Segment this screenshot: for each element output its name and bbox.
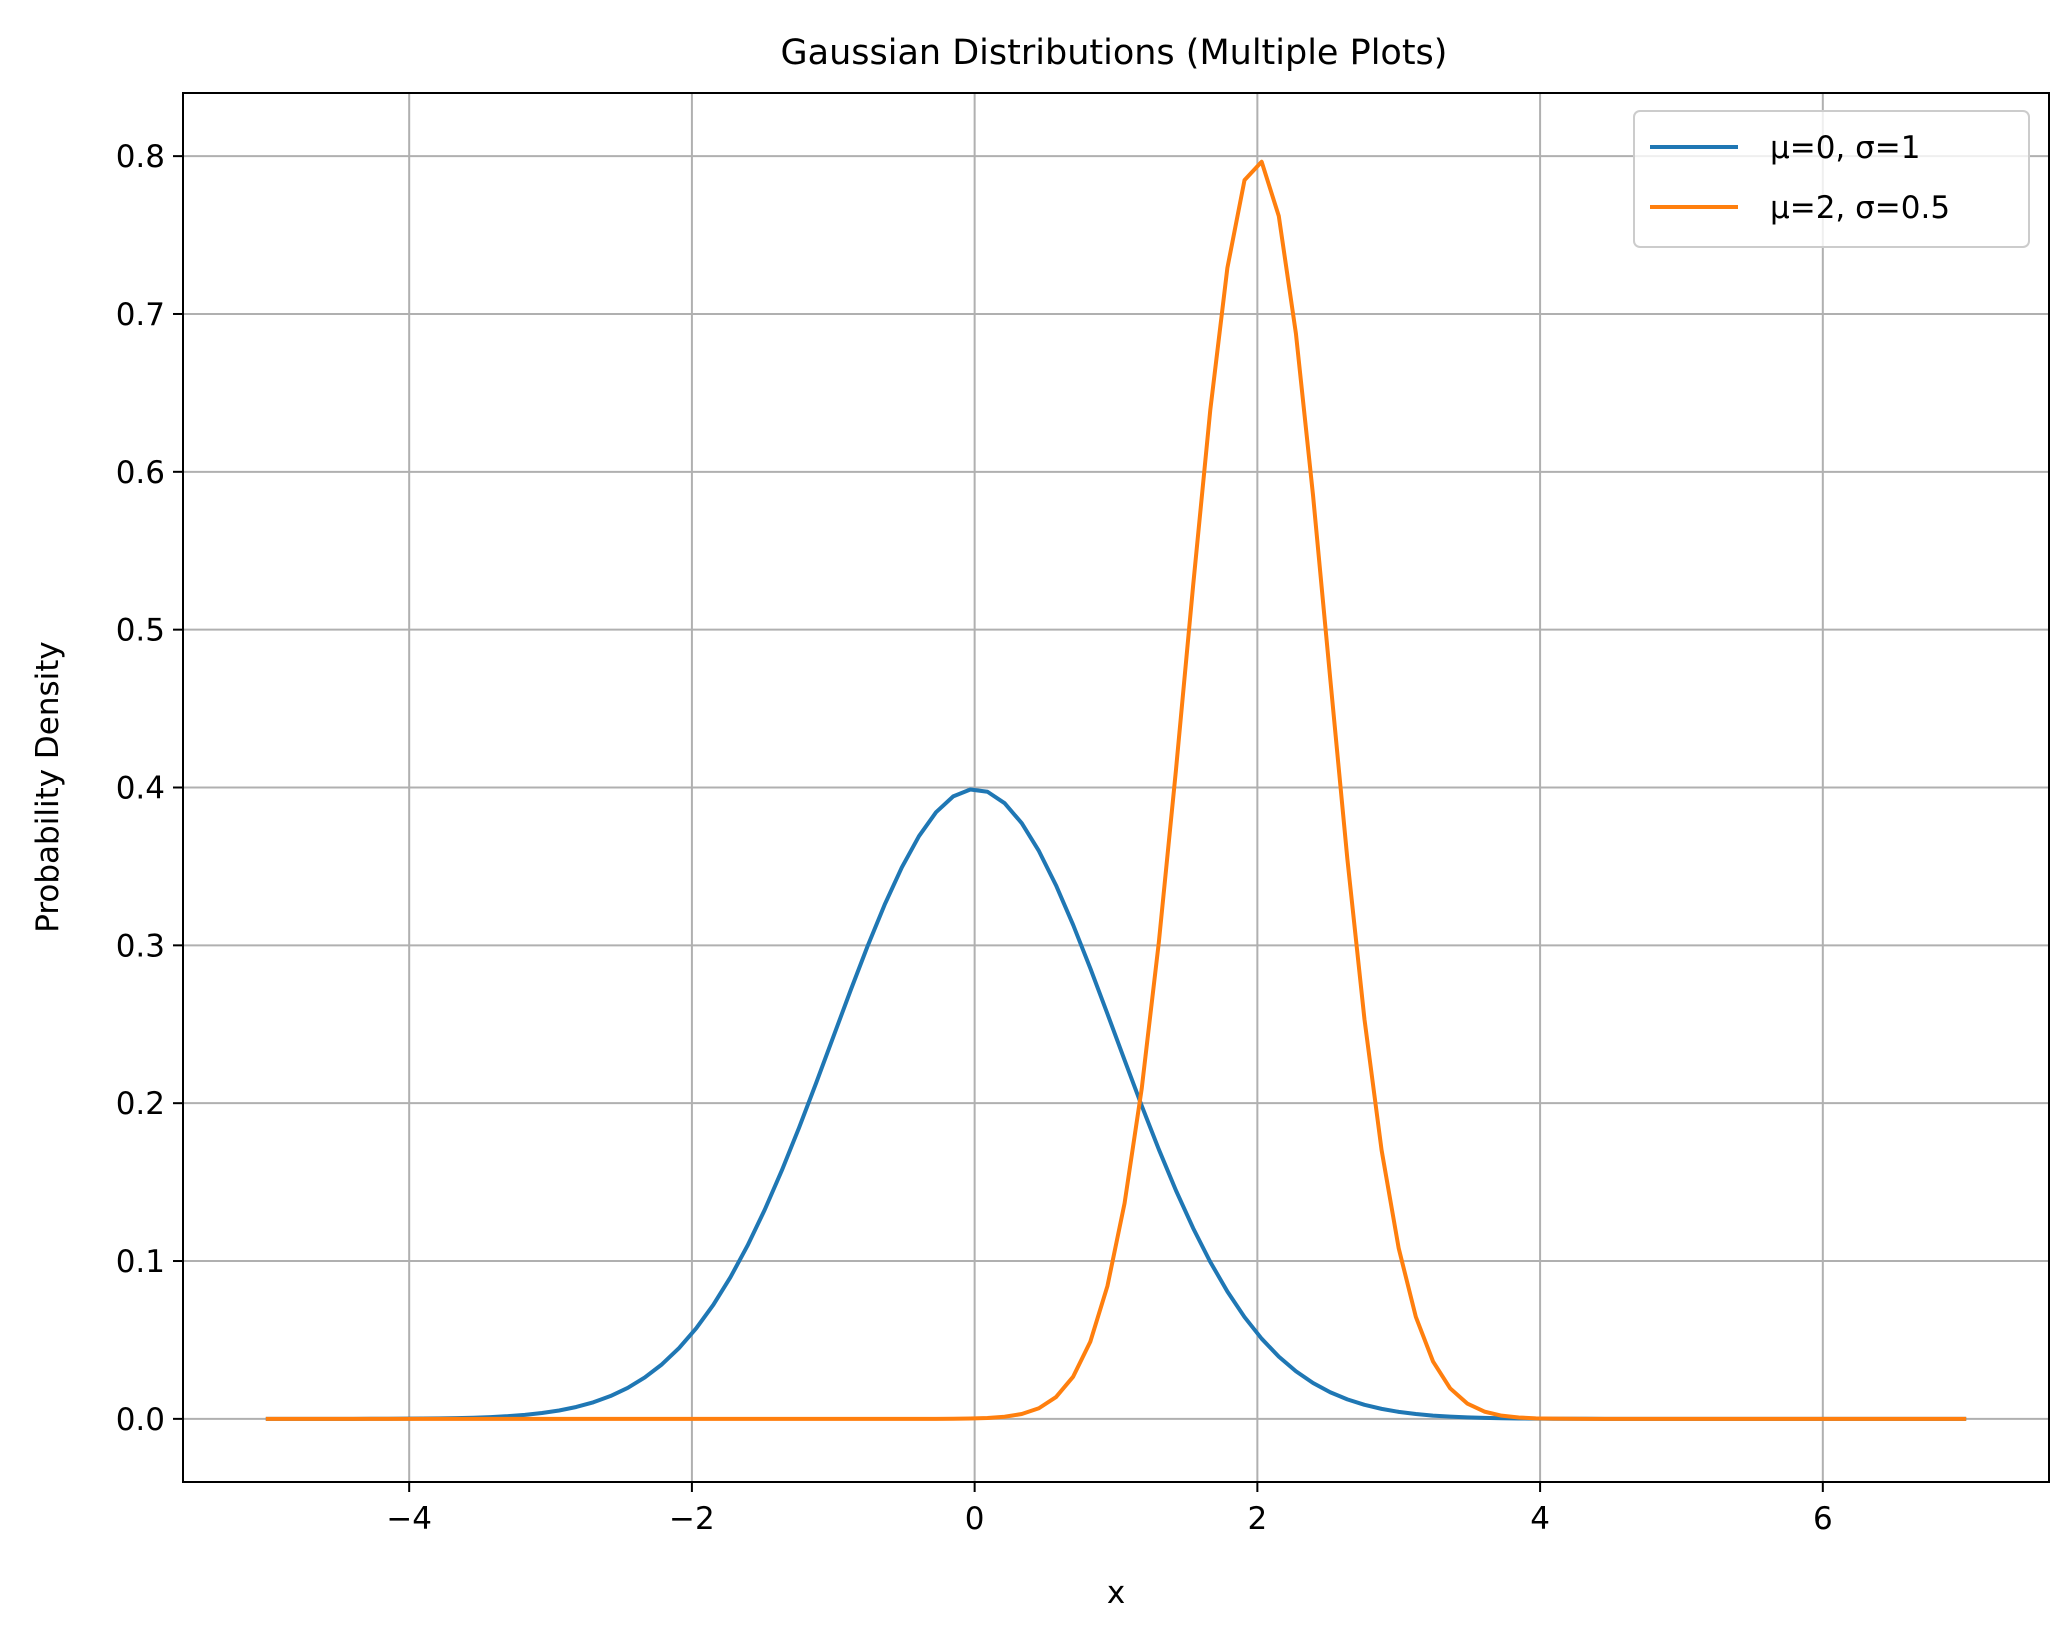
legend: μ=0, σ=1 μ=2, σ=0.5 <box>1633 110 2030 248</box>
legend-label-series-1: μ=0, σ=1 <box>1770 130 1920 166</box>
x-tick-label: −4 <box>386 1501 432 1537</box>
ticks: −4 −2 0 2 4 6 0.0 0.1 0.2 0.3 0.4 0.5 0.6 0.7 0.8 <box>116 139 1833 1537</box>
y-axis-label: Probability Density <box>30 641 66 933</box>
series-line-2 <box>265 159 1967 1421</box>
y-tick-label: 0.0 <box>116 1402 165 1438</box>
series-group <box>265 159 1967 1421</box>
y-tick-label: 0.3 <box>116 928 165 964</box>
legend-label-series-2: μ=2, σ=0.5 <box>1770 190 1950 226</box>
y-tick-label: 0.7 <box>116 297 165 333</box>
x-tick-label: 2 <box>1247 1501 1267 1537</box>
y-tick-label: 0.8 <box>116 139 165 175</box>
chart-title: Gaussian Distributions (Multiple Plots) <box>781 33 1448 73</box>
grid <box>183 93 2049 1482</box>
x-tick-label: 4 <box>1530 1501 1550 1537</box>
y-tick-label: 0.4 <box>116 771 165 807</box>
x-axis-label: x <box>1107 1575 1125 1611</box>
x-tick-label: −2 <box>669 1501 715 1537</box>
x-tick-label: 6 <box>1813 1501 1833 1537</box>
y-tick-label: 0.5 <box>116 613 165 649</box>
x-tick-label: 0 <box>965 1501 985 1537</box>
y-tick-label: 0.6 <box>116 455 165 491</box>
y-tick-label: 0.2 <box>116 1086 165 1122</box>
y-tick-label: 0.1 <box>116 1244 165 1280</box>
